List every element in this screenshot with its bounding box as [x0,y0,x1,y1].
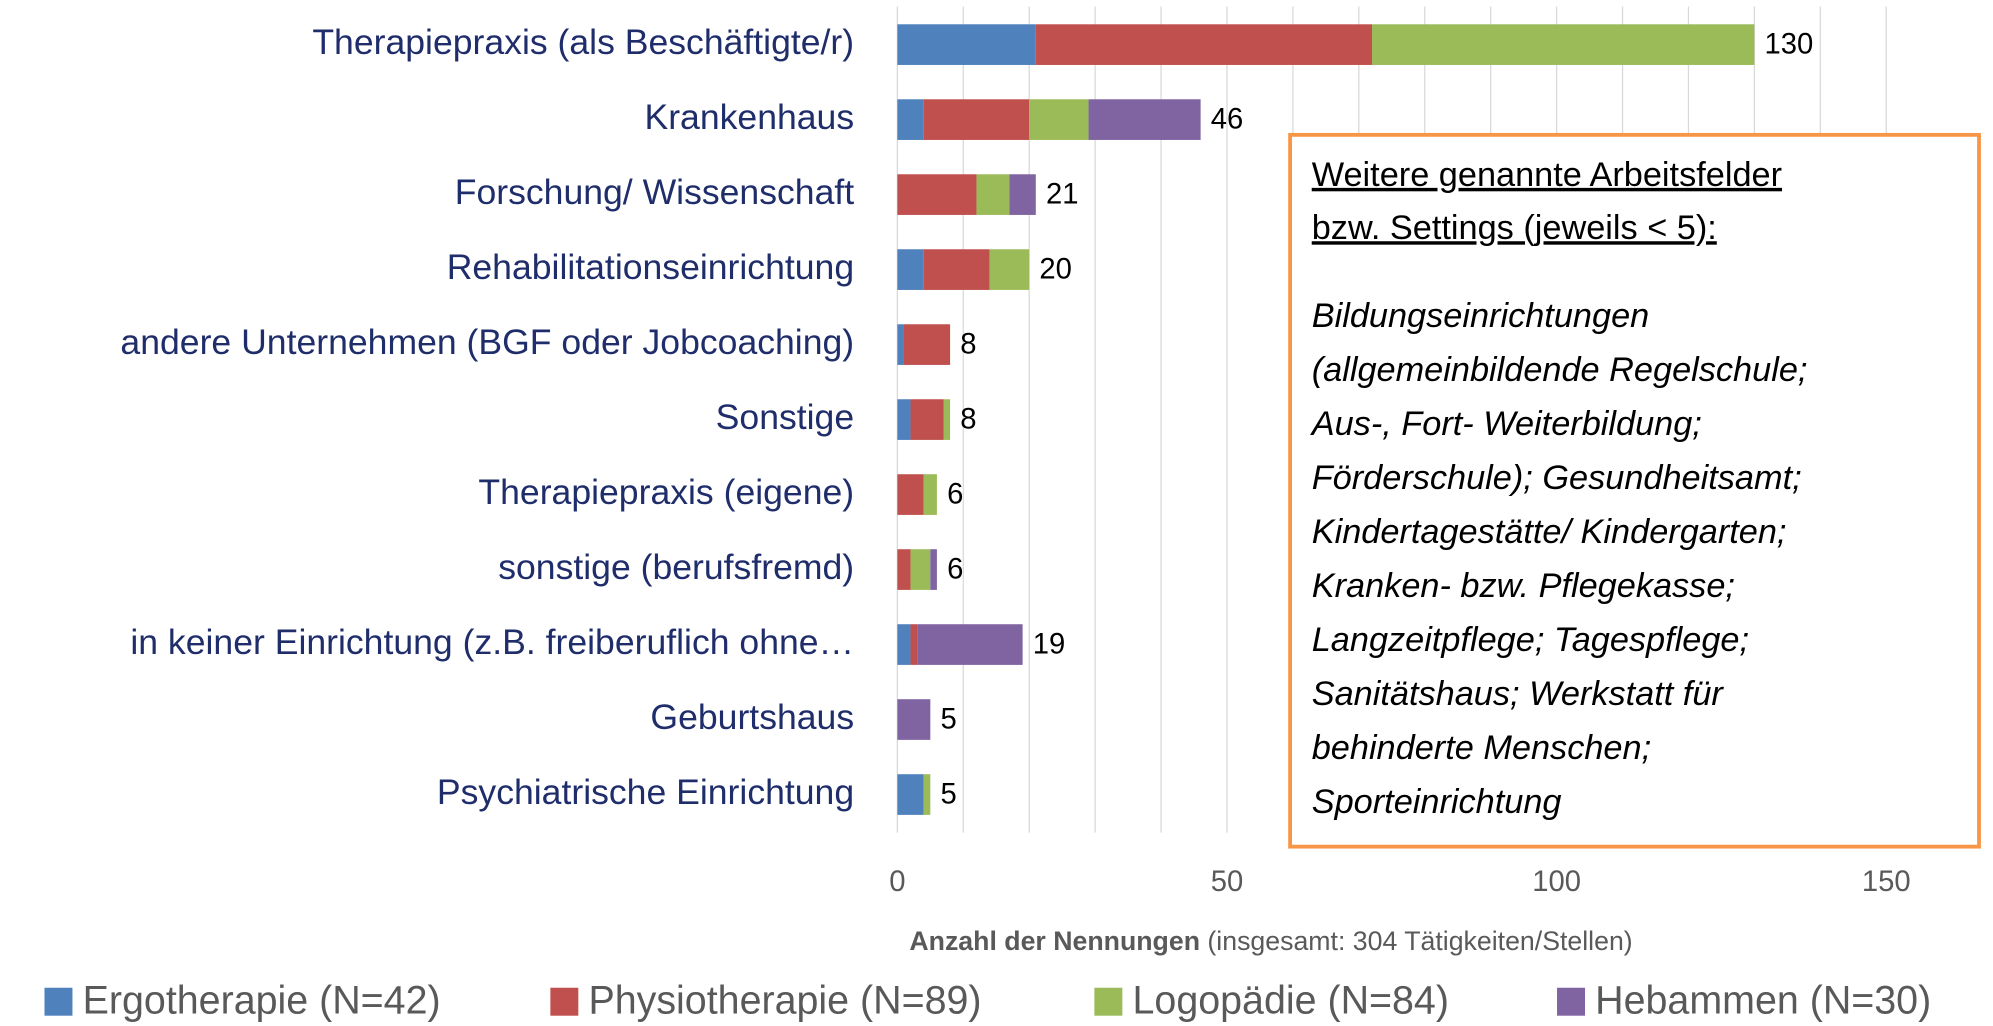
annotation-heading: Weitere genannte Arbeitsfelder [1312,156,1782,194]
bar-segment [897,399,911,440]
annotation-line: Sanitätshaus; Werkstatt für [1312,675,1725,713]
y-tick-label: Krankenhaus [644,97,854,137]
annotation-heading: bzw. Settings (jeweils < 5): [1312,209,1717,247]
legend-label: Logopädie (N=84) [1133,978,1449,1022]
value-label: 8 [960,404,976,436]
x-axis-label-note: (insgesamt: 304 Tätigkeiten/Stellen) [1207,926,1632,956]
bar-segment [989,249,1030,290]
value-label: 46 [1211,104,1244,136]
y-tick-label: Psychiatrische Einrichtung [437,772,854,812]
value-label: 130 [1765,29,1814,61]
y-tick-label: Geburtshaus [650,697,854,737]
annotation-line: Kindertagestätte/ Kindergarten; [1312,513,1787,551]
legend-swatch [550,987,579,1016]
bar-segment [897,474,924,515]
bar-segment [923,474,937,515]
bar-segment [1009,174,1036,215]
value-label: 20 [1039,254,1072,286]
bar-segment [897,699,931,740]
bar-segment [897,99,924,140]
bar-segment [943,399,951,440]
bar-segment [1088,99,1201,140]
bar-segment [976,174,1010,215]
legend-label: Hebammen (N=30) [1595,978,1931,1022]
y-tick-label: Forschung/ Wissenschaft [455,172,855,212]
annotation-line: behinderte Menschen; [1312,729,1651,767]
y-tick-label: Therapiepraxis (als Beschäftigte/r) [312,22,854,62]
annotation-line: Langzeitpflege; Tagespflege; [1312,621,1749,659]
bar-segment [897,24,1036,65]
bar-segment [910,399,944,440]
x-tick-label: 50 [1211,866,1244,898]
y-tick-label: andere Unternehmen (BGF oder Jobcoaching… [120,322,854,362]
y-tick-label: Therapiepraxis (eigene) [478,472,854,512]
x-axis-label-bold: Anzahl der Nennungen [909,926,1200,956]
bar-segment [897,549,911,590]
annotation-line: Förderschule); Gesundheitsamt; [1312,459,1802,497]
annotation-line: Sporteinrichtung [1312,783,1562,821]
bar-segment [910,624,918,665]
value-label: 19 [1033,629,1066,661]
annotation-line: (allgemeinbildende Regelschule; [1312,351,1808,389]
bar-segment [897,624,911,665]
x-tick-label: 0 [889,866,905,898]
x-tick-label: 100 [1532,866,1581,898]
bar-segment [923,249,990,290]
bar-segment [1029,99,1089,140]
y-tick-label: sonstige (berufsfremd) [498,547,854,587]
x-tick-label: 150 [1862,866,1911,898]
y-tick-label: in keiner Einrichtung (z.B. freiberuflic… [130,622,854,662]
y-tick-label: Sonstige [716,397,854,437]
bar-segment [910,549,931,590]
bar-segment [923,774,931,815]
annotation-line: Aus-, Fort- Weiterbildung; [1310,405,1702,443]
value-label: 6 [947,479,963,511]
bar-segment [903,324,951,365]
bar-segment [1035,24,1373,65]
bar-segment [923,99,1030,140]
x-axis-label: Anzahl der Nennungen (insgesamt: 304 Tät… [909,926,1632,956]
bar-segment [897,774,924,815]
bar-segment [897,324,904,365]
annotation-box [1288,132,1981,849]
value-label: 21 [1046,179,1079,211]
bar-segment [897,174,977,215]
legend-label: Physiotherapie (N=89) [588,978,981,1022]
bar-segment [930,549,937,590]
legend-swatch [1094,987,1123,1016]
value-label: 5 [940,779,956,811]
bar-segment [897,249,924,290]
annotation-line: Bildungseinrichtungen [1312,297,1650,335]
bar-segment [917,624,1023,665]
value-label: 8 [960,329,976,361]
legend-label: Ergotherapie (N=42) [83,978,441,1022]
y-tick-label: Rehabilitationseinrichtung [447,247,854,287]
value-label: 6 [947,554,963,586]
legend-swatch [44,987,73,1016]
annotation-line: Kranken- bzw. Pflegekasse; [1312,567,1735,605]
value-label: 5 [940,704,956,736]
legend-swatch [1557,987,1585,1016]
bar-segment [1372,24,1755,65]
